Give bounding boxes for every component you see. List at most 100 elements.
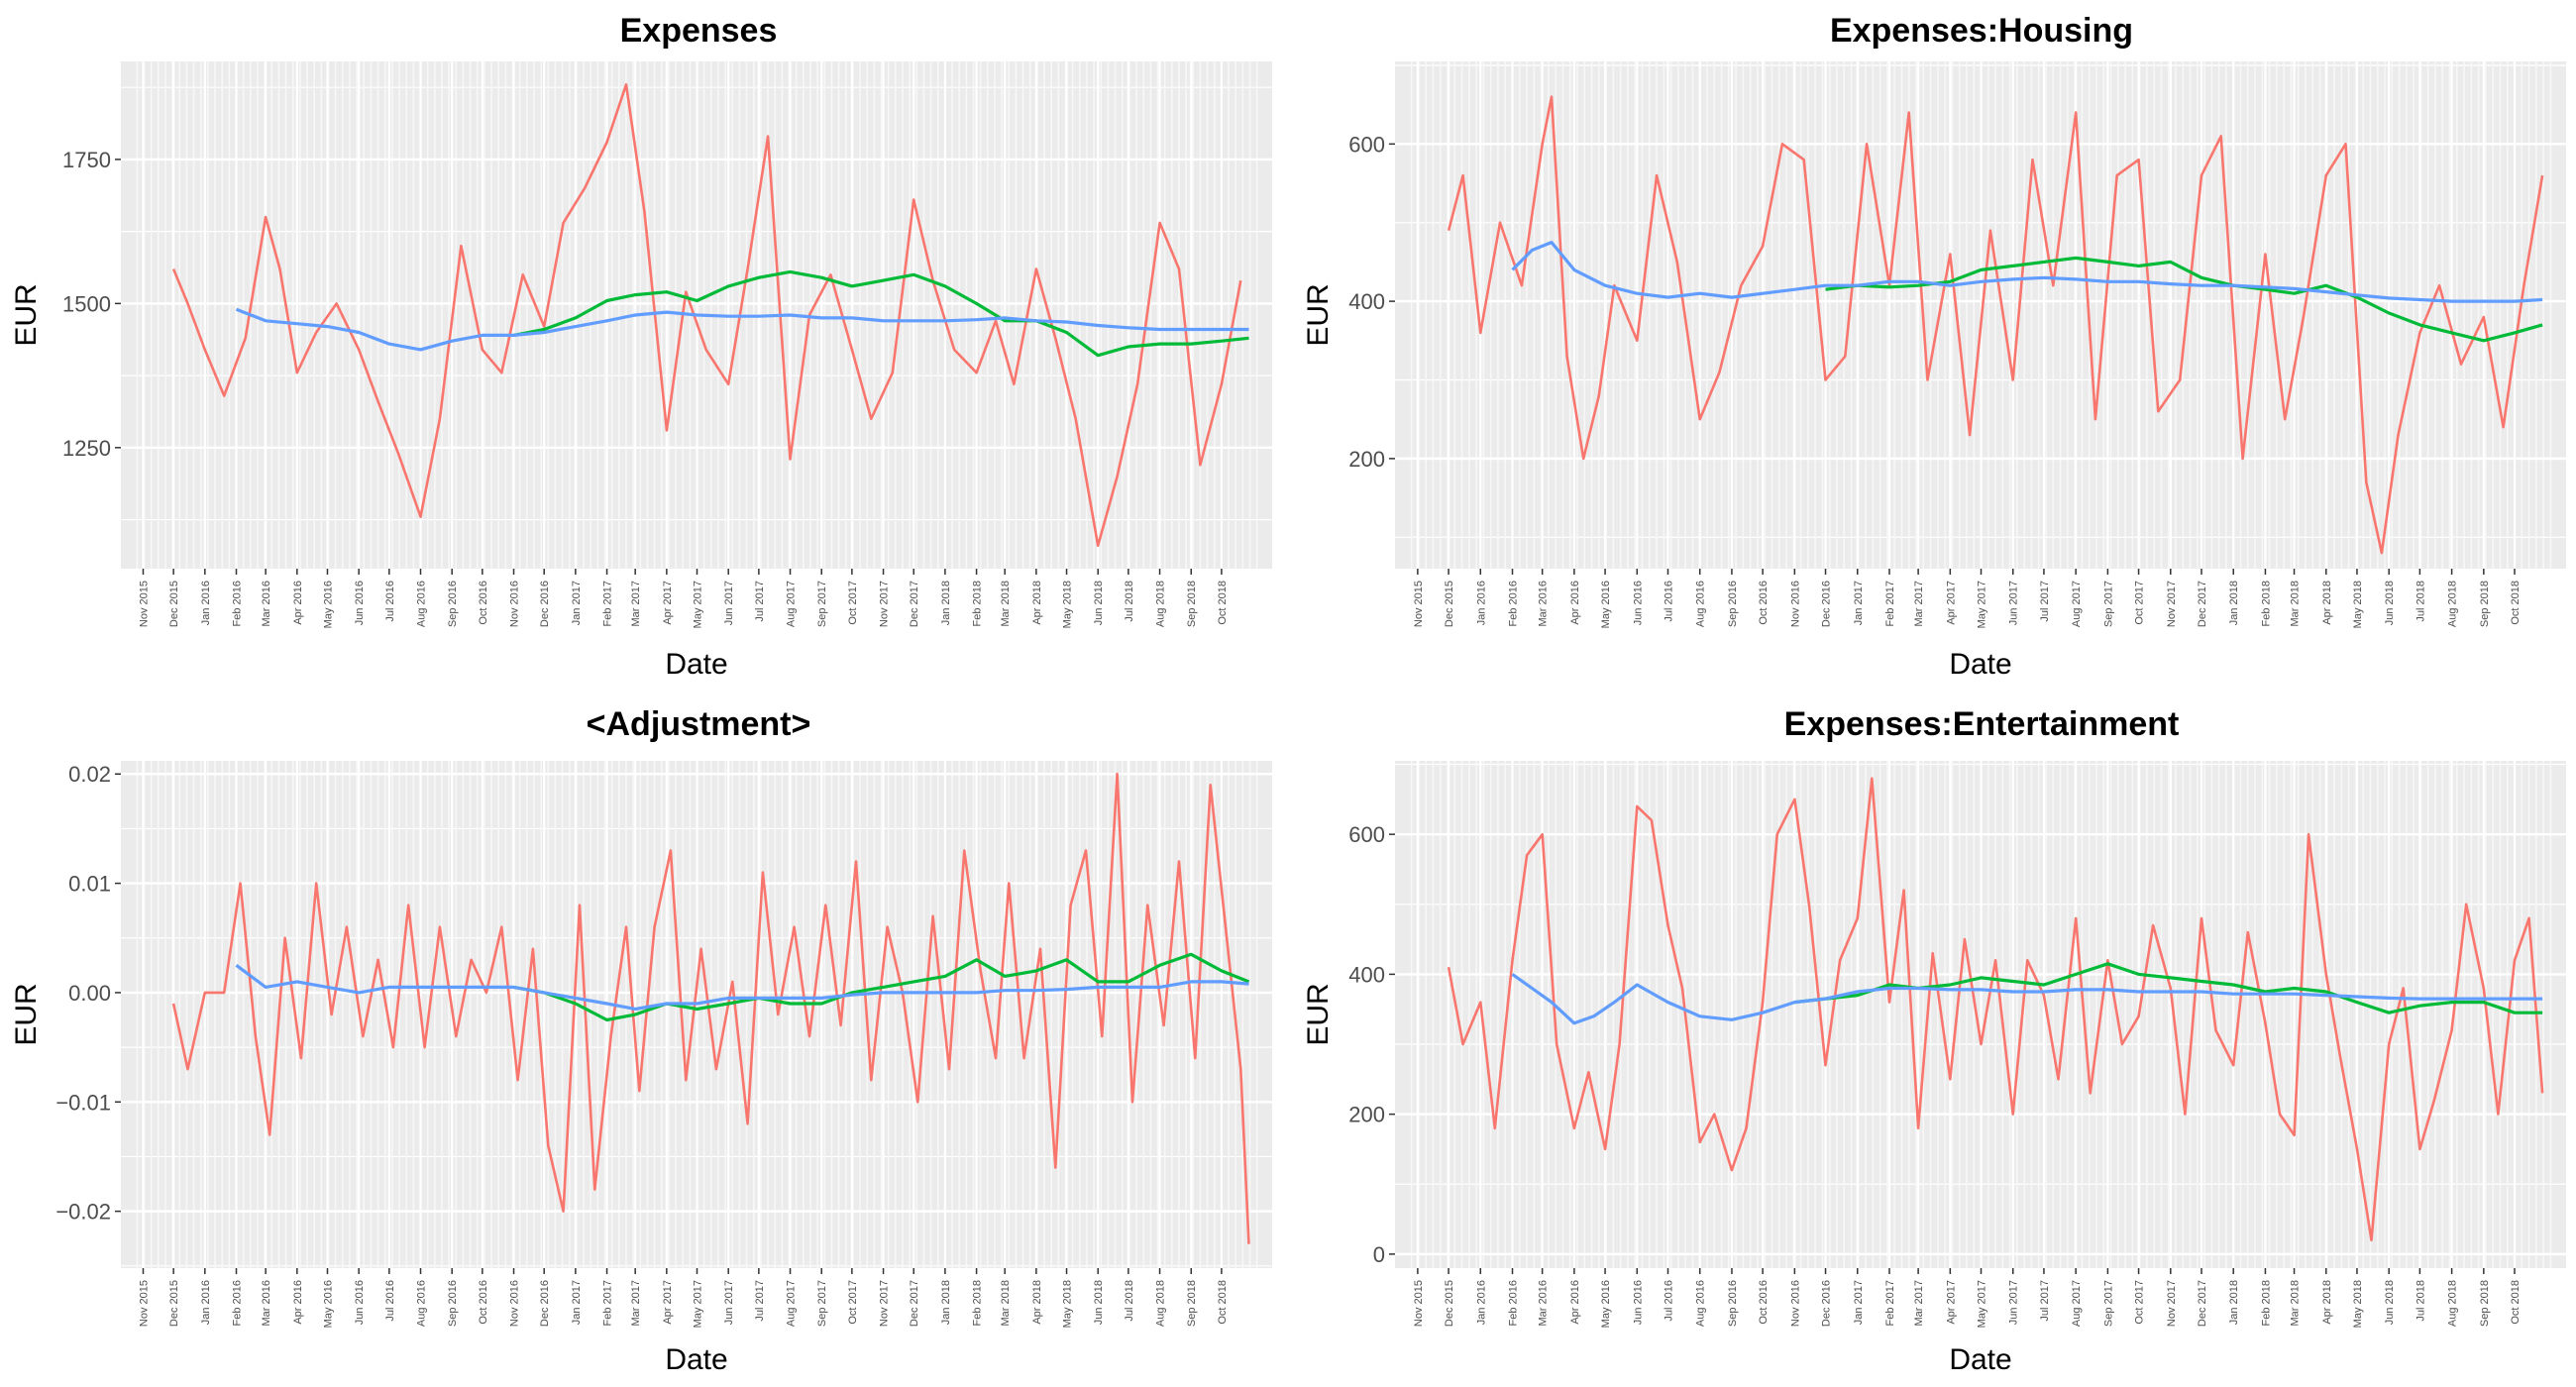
x-axis-title: Date <box>665 1343 727 1376</box>
x-tick-label: Apr 2018 <box>1031 581 1043 625</box>
x-tick-label: Feb 2018 <box>972 1280 984 1326</box>
x-tick-label: Jul 2018 <box>1124 1280 1135 1322</box>
x-tick-label: May 2018 <box>1062 581 1074 628</box>
x-tick-label: Oct 2017 <box>2134 581 2146 625</box>
y-tick-label: 600 <box>1348 132 1385 157</box>
x-tick-label: Aug 2017 <box>2071 581 2083 627</box>
x-tick-label: Jan 2018 <box>2228 581 2240 625</box>
x-tick-label: Jun 2018 <box>2384 581 2396 625</box>
y-axis-title: EUR <box>1302 283 1335 346</box>
x-tick-label: Mar 2018 <box>2290 1280 2302 1326</box>
x-tick-label: Dec 2016 <box>539 1280 551 1327</box>
x-tick-label: Jun 2016 <box>354 1280 366 1325</box>
x-tick-label: Oct 2016 <box>1758 581 1770 625</box>
x-tick-label: Feb 2018 <box>2260 581 2272 626</box>
x-tick-label: Dec 2017 <box>2197 581 2208 627</box>
y-tick-label: 0.00 <box>68 981 111 1006</box>
x-tick-label: May 2016 <box>322 581 334 628</box>
x-tick-label: Sep 2016 <box>1727 581 1739 627</box>
y-tick-label: 400 <box>1348 962 1385 987</box>
x-tick-label: Dec 2017 <box>909 1280 920 1327</box>
series-line-rolling-long <box>1825 256 2543 343</box>
x-tick-label: May 2017 <box>1977 1280 1988 1328</box>
x-tick-label: May 2016 <box>1600 581 1612 628</box>
panel-title: Expenses:Entertainment <box>1784 705 2180 743</box>
x-tick-label: Jul 2018 <box>2415 581 2426 622</box>
x-tick-label: Apr 2016 <box>292 1280 304 1325</box>
x-tick-label: Jul 2017 <box>754 1280 766 1322</box>
panel-entertainment: Nov 2015 Dec 2015 Jan 2016 Feb 2016 Mar 2016… <box>1302 705 2566 1376</box>
y-tick-label: 0.01 <box>68 872 111 897</box>
x-tick-label: Sep 2018 <box>2479 1280 2491 1327</box>
x-tick-label: Apr 2018 <box>1031 1280 1043 1325</box>
x-tick-label: Nov 2016 <box>1789 581 1801 627</box>
x-tick-label: Mar 2017 <box>1913 1280 1925 1326</box>
series-line-rolling-long <box>513 269 1249 358</box>
y-axis-title: EUR <box>10 283 43 346</box>
x-tick-label: Nov 2015 <box>1413 1280 1425 1327</box>
x-tick-label: Jun 2016 <box>1632 581 1644 625</box>
x-tick-label: Jul 2018 <box>1124 581 1135 622</box>
series-line-rolling-mean <box>235 964 1249 1012</box>
x-tick-label: Feb 2018 <box>972 581 984 626</box>
x-tick-label: Jan 2016 <box>1475 1280 1487 1325</box>
x-tick-label: Sep 2018 <box>2479 581 2491 627</box>
x-tick-label: Sep 2017 <box>2102 1280 2114 1327</box>
x-tick-label: Aug 2016 <box>416 1280 428 1327</box>
x-tick-label: Feb 2016 <box>1508 581 1520 626</box>
x-tick-label: Nov 2016 <box>509 581 521 627</box>
x-tick-label: May 2018 <box>1062 1280 1074 1328</box>
x-tick-label: Nov 2016 <box>509 1280 521 1327</box>
panel-expenses: Nov 2015 Dec 2015 Jan 2016 Feb 2016 Mar 2016… <box>10 12 1272 681</box>
x-tick-label: Jul 2017 <box>754 581 766 622</box>
x-tick-label: Mar 2018 <box>1000 581 1012 626</box>
series-line-rolling-mean <box>235 307 1249 352</box>
x-tick-label: Apr 2016 <box>292 581 304 625</box>
x-tick-label: Aug 2018 <box>2447 1280 2459 1327</box>
x-tick-label: Jul 2016 <box>384 1280 396 1322</box>
x-tick-label: Mar 2017 <box>630 581 642 626</box>
x-tick-label: May 2018 <box>2352 1280 2364 1328</box>
x-tick-label: May 2017 <box>1977 581 1988 628</box>
x-tick-label: Dec 2016 <box>1821 1280 1833 1327</box>
x-tick-label: Apr 2016 <box>1569 1280 1581 1325</box>
x-tick-label: Oct 2018 <box>2510 1280 2522 1325</box>
y-axis-title: EUR <box>10 983 43 1045</box>
x-tick-label: Sep 2018 <box>1186 581 1198 627</box>
panel-housing: Nov 2015 Dec 2015 Jan 2016 Feb 2016 Mar 2016… <box>1302 12 2566 681</box>
y-tick-label: 1500 <box>62 291 111 316</box>
x-tick-label: Jun 2018 <box>1093 581 1105 625</box>
y-tick-label: 200 <box>1348 1103 1385 1127</box>
x-tick-label: Apr 2018 <box>2321 1280 2333 1325</box>
x-tick-label: Oct 2016 <box>478 581 489 625</box>
y-tick-label: 200 <box>1348 447 1385 472</box>
x-tick-label: Aug 2017 <box>2071 1280 2083 1327</box>
x-tick-label: Sep 2016 <box>447 581 459 627</box>
x-tick-label: Apr 2017 <box>1945 1280 1957 1325</box>
x-tick-label: Nov 2017 <box>879 581 891 627</box>
x-tick-label: Oct 2017 <box>2134 1280 2146 1325</box>
x-tick-label: Aug 2016 <box>1695 581 1707 627</box>
x-tick-label: Jul 2018 <box>2415 1280 2426 1322</box>
panel-adjustment: Nov 2015 Dec 2015 Jan 2016 Feb 2016 Mar 2016… <box>10 705 1272 1376</box>
x-tick-label: Dec 2017 <box>909 581 920 627</box>
series-line-daily <box>1447 95 2544 555</box>
x-tick-label: Nov 2015 <box>138 1280 150 1327</box>
x-tick-label: Feb 2017 <box>1884 581 1896 626</box>
y-axis-title: EUR <box>1302 983 1335 1045</box>
x-tick-label: Feb 2017 <box>1884 1280 1896 1326</box>
x-tick-label: Oct 2018 <box>2510 581 2522 625</box>
y-tick-label: 0.02 <box>68 762 111 787</box>
x-tick-label: Jul 2016 <box>384 581 396 622</box>
x-tick-label: Apr 2017 <box>662 1280 674 1325</box>
series-line-rolling-mean <box>1511 973 2543 1025</box>
y-tick-label: 1750 <box>62 148 111 172</box>
y-tick-label: −0.01 <box>55 1090 111 1115</box>
x-tick-label: Dec 2017 <box>2197 1280 2208 1327</box>
x-tick-label: Jun 2017 <box>723 1280 735 1325</box>
x-tick-label: May 2016 <box>322 1280 334 1328</box>
x-tick-label: Sep 2017 <box>816 581 828 627</box>
x-tick-label: Jul 2016 <box>1663 1280 1674 1322</box>
x-tick-label: Jul 2017 <box>2039 581 2051 622</box>
